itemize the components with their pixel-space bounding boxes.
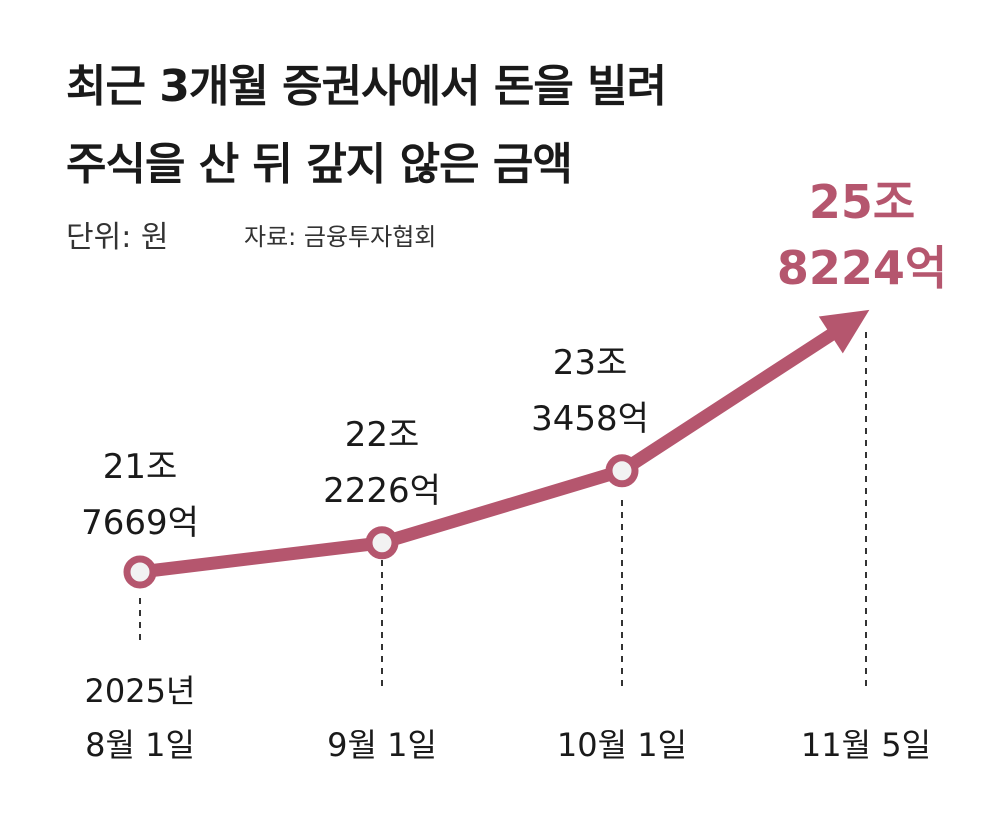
chart-title-line-1: 최근 3개월 증권사에서 돈을 빌려 xyxy=(66,61,667,112)
unit-label: 단위: 원 xyxy=(66,220,169,255)
x-tick-label: 11월 5일 xyxy=(801,726,931,764)
data-label: 8224억 xyxy=(777,241,947,295)
arrow-head xyxy=(818,309,870,354)
data-label: 25조 xyxy=(809,175,915,229)
data-label: 7669억 xyxy=(81,503,199,543)
data-label: 2226억 xyxy=(323,471,441,511)
data-point-marker xyxy=(365,526,399,560)
data-point-marker xyxy=(123,555,157,589)
x-tick-label: 2025년 xyxy=(85,672,196,710)
data-point-marker xyxy=(605,454,639,488)
data-label: 23조 xyxy=(553,343,628,383)
series-line xyxy=(133,328,838,579)
source-label: 자료: 금융투자협회 xyxy=(244,223,437,251)
data-label: 21조 xyxy=(103,447,178,487)
x-tick-label: 9월 1일 xyxy=(327,726,437,764)
x-tick-label: 10월 1일 xyxy=(557,726,687,764)
x-tick-label: 8월 1일 xyxy=(85,726,195,764)
data-label: 22조 xyxy=(345,415,420,455)
chart-title-line-2: 주식을 산 뒤 갚지 않은 금액 xyxy=(66,139,573,190)
data-label: 3458억 xyxy=(531,399,649,439)
